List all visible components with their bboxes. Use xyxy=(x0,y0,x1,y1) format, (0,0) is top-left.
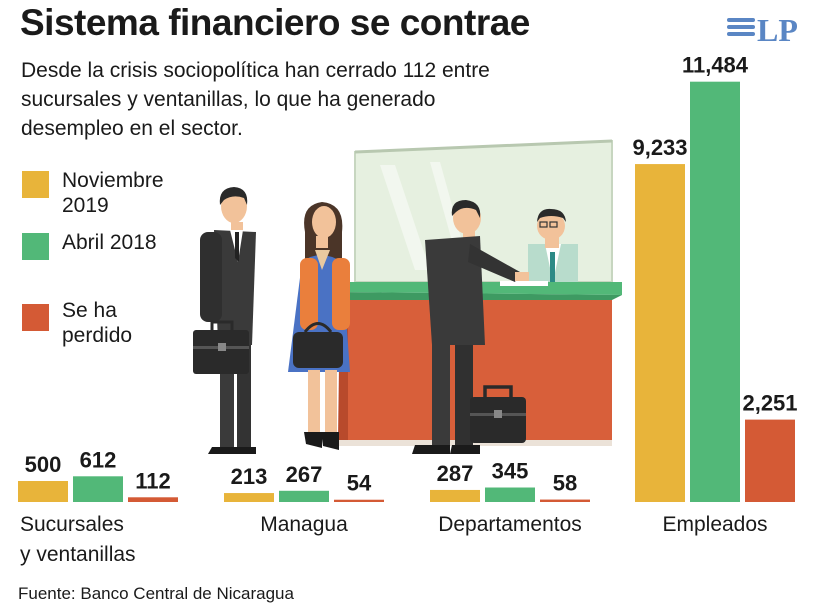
bar-marks xyxy=(18,81,795,502)
category-label-managua: Managua xyxy=(260,513,348,536)
man-with-briefcase xyxy=(193,187,256,454)
bar-departamentos-perdido xyxy=(540,499,590,502)
bar-departamentos-noviembre-2019 xyxy=(430,489,480,502)
bank-clerk xyxy=(528,208,578,282)
value-label-sucursales-abril-2018: 612 xyxy=(80,447,117,472)
chart-subtitle: Desde la crisis sociopolítica han cerrad… xyxy=(21,59,490,140)
value-label-empleados-perdido: 2,251 xyxy=(742,391,797,416)
category-label-empleados: Empleados xyxy=(662,513,767,536)
value-label-departamentos-abril-2018: 345 xyxy=(492,459,529,484)
value-label-empleados-noviembre-2019: 9,233 xyxy=(632,135,687,160)
bar-managua-abril-2018 xyxy=(279,490,329,502)
category-label-sucursales: Sucursales xyxy=(20,513,124,536)
category-labels: Sucursales y ventanillas Managua Departamen… xyxy=(20,513,768,566)
chart-title: Sistema financiero se contrae xyxy=(20,2,530,43)
legend-label: Abril 2018 xyxy=(62,231,157,254)
legend-swatch xyxy=(22,171,49,198)
value-label-managua-perdido: 54 xyxy=(347,471,372,496)
bar-managua-noviembre-2019 xyxy=(224,493,274,502)
flag-stripes-icon xyxy=(727,18,755,39)
category-label-sucursales: y ventanillas xyxy=(20,543,136,566)
bar-sucursales-abril-2018 xyxy=(73,476,123,502)
woman-with-handbag xyxy=(288,202,350,450)
value-label-departamentos-perdido: 58 xyxy=(553,471,577,496)
la-prensa-logo: LP xyxy=(727,12,805,48)
category-label-departamentos: Departamentos xyxy=(438,513,582,536)
bank-counter-illustration xyxy=(193,139,622,454)
bar-empleados-noviembre-2019 xyxy=(635,164,685,502)
bar-sucursales-perdido xyxy=(128,497,178,502)
man-at-counter xyxy=(412,200,529,454)
legend-label: Se ha perdido xyxy=(62,299,133,347)
value-label-sucursales-noviembre-2019: 500 xyxy=(25,452,62,477)
value-label-sucursales-perdido: 112 xyxy=(135,468,171,493)
source-note: Fuente: Banco Central de Nicaragua xyxy=(18,584,294,603)
legend-swatch xyxy=(22,304,49,331)
legend-label: Noviembre 2019 xyxy=(62,169,164,217)
value-label-departamentos-noviembre-2019: 287 xyxy=(437,461,474,486)
briefcase-on-floor xyxy=(470,385,526,443)
logo-text: LP xyxy=(757,12,798,48)
bar-empleados-perdido xyxy=(745,419,795,502)
bar-departamentos-abril-2018 xyxy=(485,487,535,502)
bar-empleados-abril-2018 xyxy=(690,81,740,502)
bar-sucursales-noviembre-2019 xyxy=(18,481,68,502)
value-label-managua-noviembre-2019: 213 xyxy=(231,464,268,489)
value-label-empleados-abril-2018: 11,484 xyxy=(682,53,749,78)
value-label-managua-abril-2018: 267 xyxy=(286,462,323,487)
value-labels: 500 612 112 213 267 54 287 345 58 9,233 11,484 2,25… xyxy=(25,53,798,496)
legend-swatch xyxy=(22,233,49,260)
bar-managua-perdido xyxy=(334,499,384,502)
